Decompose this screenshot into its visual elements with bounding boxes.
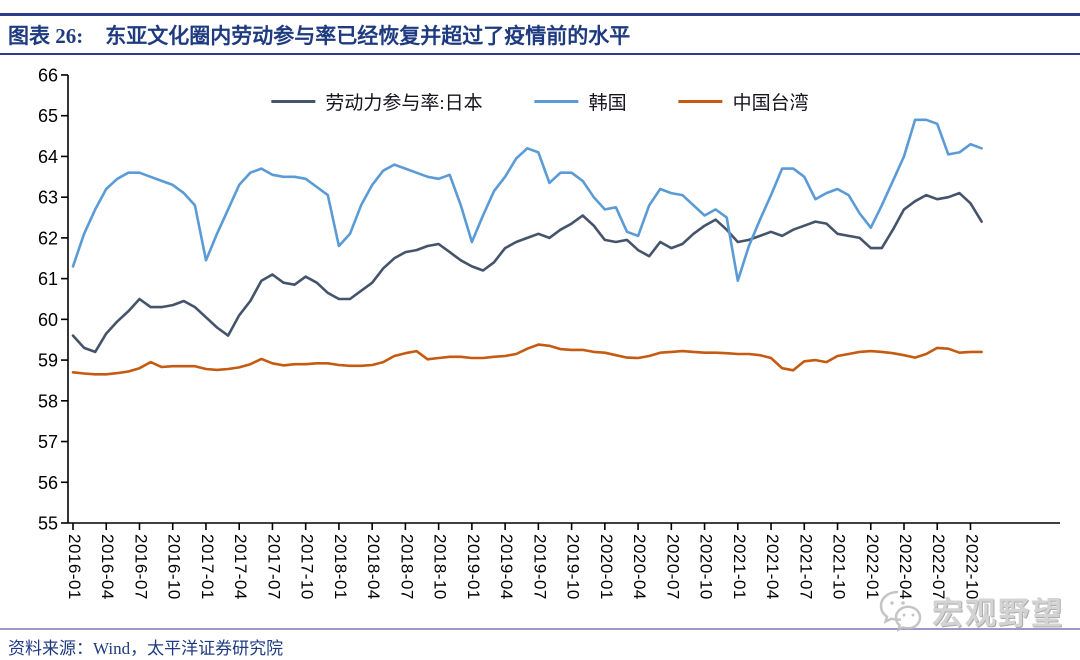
x-tick-label: 2018-07 bbox=[397, 534, 416, 600]
x-tick-label: 2020-01 bbox=[597, 534, 616, 600]
x-tick-label: 2019-07 bbox=[530, 534, 549, 600]
y-tick-label: 64 bbox=[38, 147, 58, 167]
x-tick-label: 2019-04 bbox=[497, 534, 516, 600]
y-tick-label: 66 bbox=[38, 65, 58, 85]
title-divider bbox=[0, 53, 1080, 55]
taiwan-series-line bbox=[71, 343, 983, 376]
chart-title-text: 东亚文化圈内劳动参与率已经恢复并超过了疫情前的水平 bbox=[105, 24, 631, 48]
wechat-icon bbox=[879, 590, 922, 632]
x-tick-label: 2017-01 bbox=[198, 534, 217, 600]
x-tick-label: 2019-10 bbox=[564, 534, 583, 600]
x-tick-label: 2021-10 bbox=[830, 534, 849, 600]
x-tick-label: 2017-07 bbox=[264, 534, 283, 600]
y-tick-label: 59 bbox=[38, 351, 58, 371]
x-tick-label: 2017-10 bbox=[298, 534, 317, 600]
x-tick-label: 2016-10 bbox=[165, 534, 184, 600]
x-tick-label: 2021-07 bbox=[796, 534, 815, 600]
watermark: 宏观野望 bbox=[876, 584, 1064, 636]
y-tick-label: 65 bbox=[38, 106, 58, 126]
legend-label-korea: 韩国 bbox=[588, 93, 627, 114]
legend-item-korea: 韩国 bbox=[534, 88, 627, 115]
x-tick-label: 2019-01 bbox=[464, 534, 483, 600]
y-tick-label: 62 bbox=[38, 228, 58, 248]
legend-label-taiwan: 中国台湾 bbox=[732, 93, 809, 114]
page-title: 图表 26: 东亚文化圈内劳动参与率已经恢复并超过了疫情前的水平 bbox=[8, 20, 1072, 50]
x-tick-label: 2021-01 bbox=[730, 534, 749, 600]
japan-series-line bbox=[71, 191, 983, 354]
legend-item-japan: 劳动力参与率:日本 bbox=[271, 88, 483, 115]
x-tick-label: 2018-04 bbox=[364, 534, 383, 600]
y-tick-label: 55 bbox=[38, 514, 58, 534]
x-tick-label: 2020-07 bbox=[663, 534, 682, 600]
y-tick-label: 60 bbox=[38, 310, 58, 330]
x-tick-label: 2020-04 bbox=[630, 534, 649, 600]
x-tick-label: 2022-07 bbox=[929, 534, 948, 600]
x-tick-label: 2022-01 bbox=[863, 534, 882, 600]
y-tick-label: 63 bbox=[38, 188, 58, 208]
taiwan-line-swatch bbox=[678, 100, 723, 103]
x-tick-label: 2018-10 bbox=[431, 534, 450, 600]
legend-label-japan: 劳动力参与率:日本 bbox=[325, 93, 483, 114]
japan-line-swatch bbox=[271, 100, 316, 103]
x-tick-label: 2016-01 bbox=[65, 534, 84, 600]
legend-item-taiwan: 中国台湾 bbox=[678, 88, 809, 115]
chart-legend: 劳动力参与率:日本 韩国 中国台湾 bbox=[271, 88, 809, 115]
y-tick-label: 61 bbox=[38, 269, 58, 289]
x-tick-label: 2022-10 bbox=[962, 534, 981, 600]
x-tick-label: 2018-01 bbox=[331, 534, 350, 600]
chart-number-label: 图表 26: bbox=[8, 24, 84, 48]
y-tick-label: 57 bbox=[38, 432, 58, 452]
x-tick-label: 2016-07 bbox=[131, 534, 150, 600]
x-tick-label: 2020-10 bbox=[697, 534, 716, 600]
watermark-text: 宏观野望 bbox=[932, 595, 1064, 631]
footer-divider bbox=[0, 628, 1080, 630]
x-tick-label: 2017-04 bbox=[231, 534, 250, 600]
source-attribution: 资料来源：Wind，太平洋证券研究院 bbox=[8, 639, 284, 658]
korea-series-line bbox=[71, 118, 983, 283]
x-tick-label: 2021-04 bbox=[763, 534, 782, 600]
y-tick-label: 58 bbox=[38, 391, 58, 411]
x-tick-label: 2016-04 bbox=[98, 534, 117, 600]
korea-line-swatch bbox=[534, 100, 579, 103]
x-tick-label: 2022-04 bbox=[896, 534, 915, 600]
y-tick-label: 56 bbox=[38, 473, 58, 493]
top-divider bbox=[0, 13, 1080, 16]
